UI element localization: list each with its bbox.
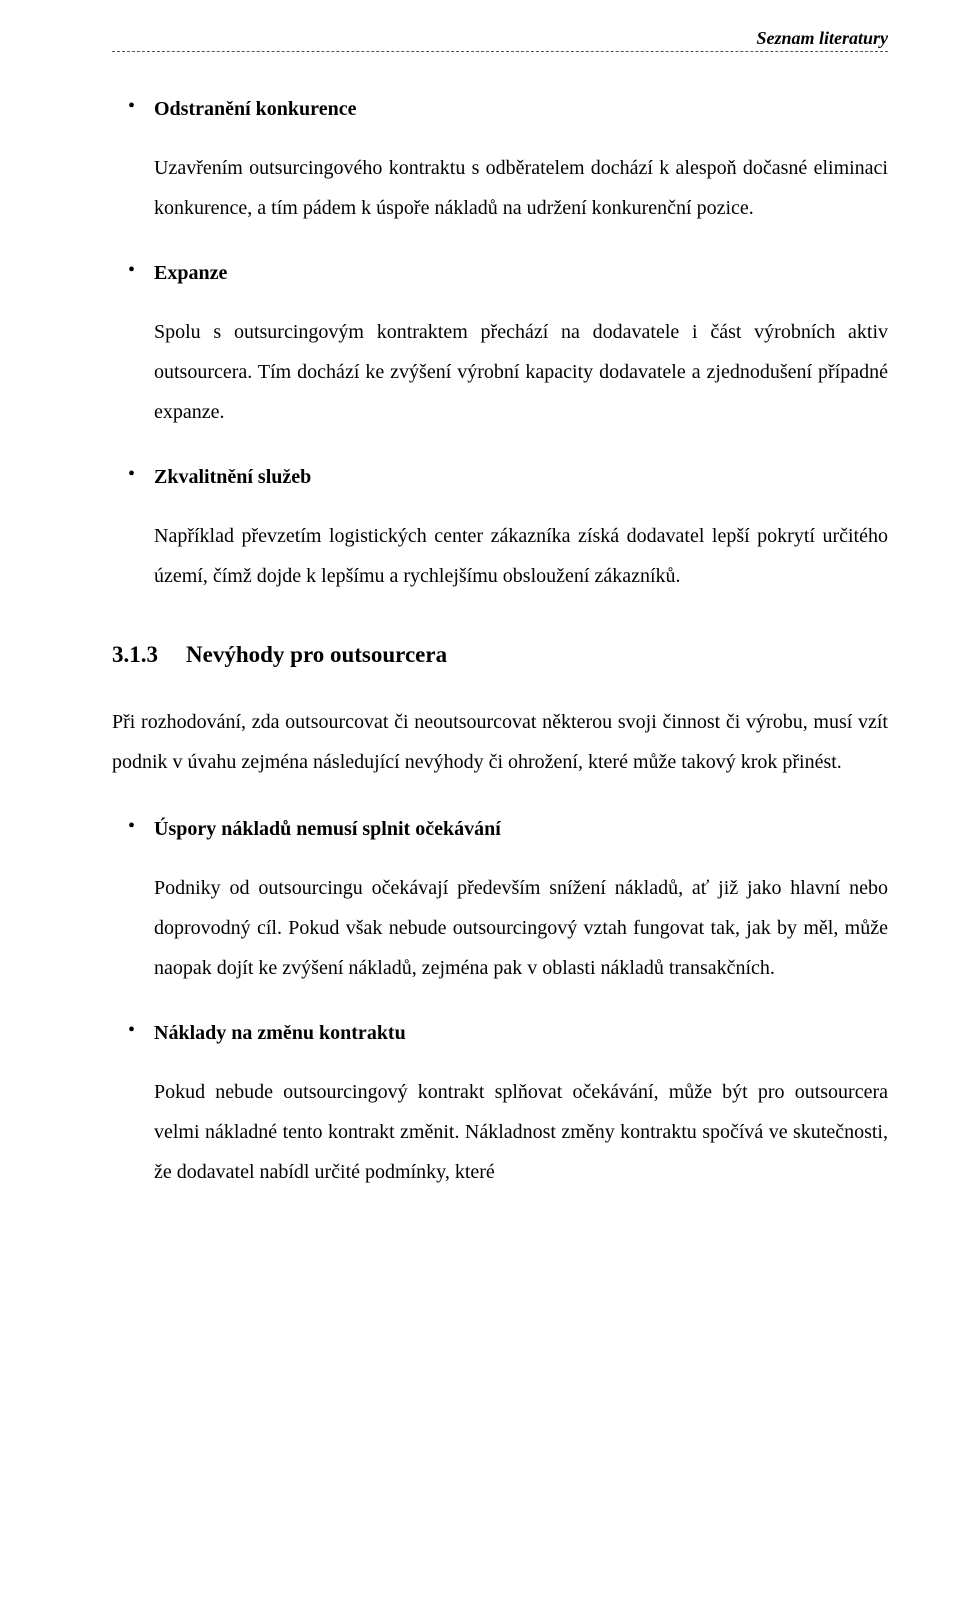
item-body: Pokud nebude outsourcingový kontrakt spl…	[154, 1072, 888, 1192]
list-item: Zkvalitnění služeb Například převzetím l…	[112, 462, 888, 596]
item-heading: Expanze	[154, 258, 888, 288]
section-heading: 3.1.3 Nevýhody pro outsourcera	[112, 642, 888, 668]
document-page: Seznam literatury Odstranění konkurence …	[0, 0, 960, 1616]
section-title: Nevýhody pro outsourcera	[186, 642, 447, 667]
item-body: Spolu s outsurcingovým kontraktem přechá…	[154, 312, 888, 432]
list-item: Úspory nákladů nemusí splnit očekávání P…	[112, 814, 888, 988]
item-heading: Úspory nákladů nemusí splnit očekávání	[154, 814, 888, 844]
section-number: 3.1.3	[112, 642, 158, 667]
item-heading: Zkvalitnění služeb	[154, 462, 888, 492]
item-heading: Náklady na změnu kontraktu	[154, 1018, 888, 1048]
header-rule	[112, 51, 888, 52]
running-head: Seznam literatury	[112, 28, 888, 49]
item-body: Podniky od outsourcingu očekávají předev…	[154, 868, 888, 988]
item-body: Například převzetím logistických center …	[154, 516, 888, 596]
list-item: Odstranění konkurence Uzavřením outsurci…	[112, 94, 888, 228]
list-item: Náklady na změnu kontraktu Pokud nebude …	[112, 1018, 888, 1192]
section-intro: Při rozhodování, zda outsourcovat či neo…	[112, 702, 888, 782]
advantages-list: Odstranění konkurence Uzavřením outsurci…	[112, 94, 888, 596]
item-body: Uzavřením outsurcingového kontraktu s od…	[154, 148, 888, 228]
list-item: Expanze Spolu s outsurcingovým kontrakte…	[112, 258, 888, 432]
disadvantages-list: Úspory nákladů nemusí splnit očekávání P…	[112, 814, 888, 1192]
item-heading: Odstranění konkurence	[154, 94, 888, 124]
